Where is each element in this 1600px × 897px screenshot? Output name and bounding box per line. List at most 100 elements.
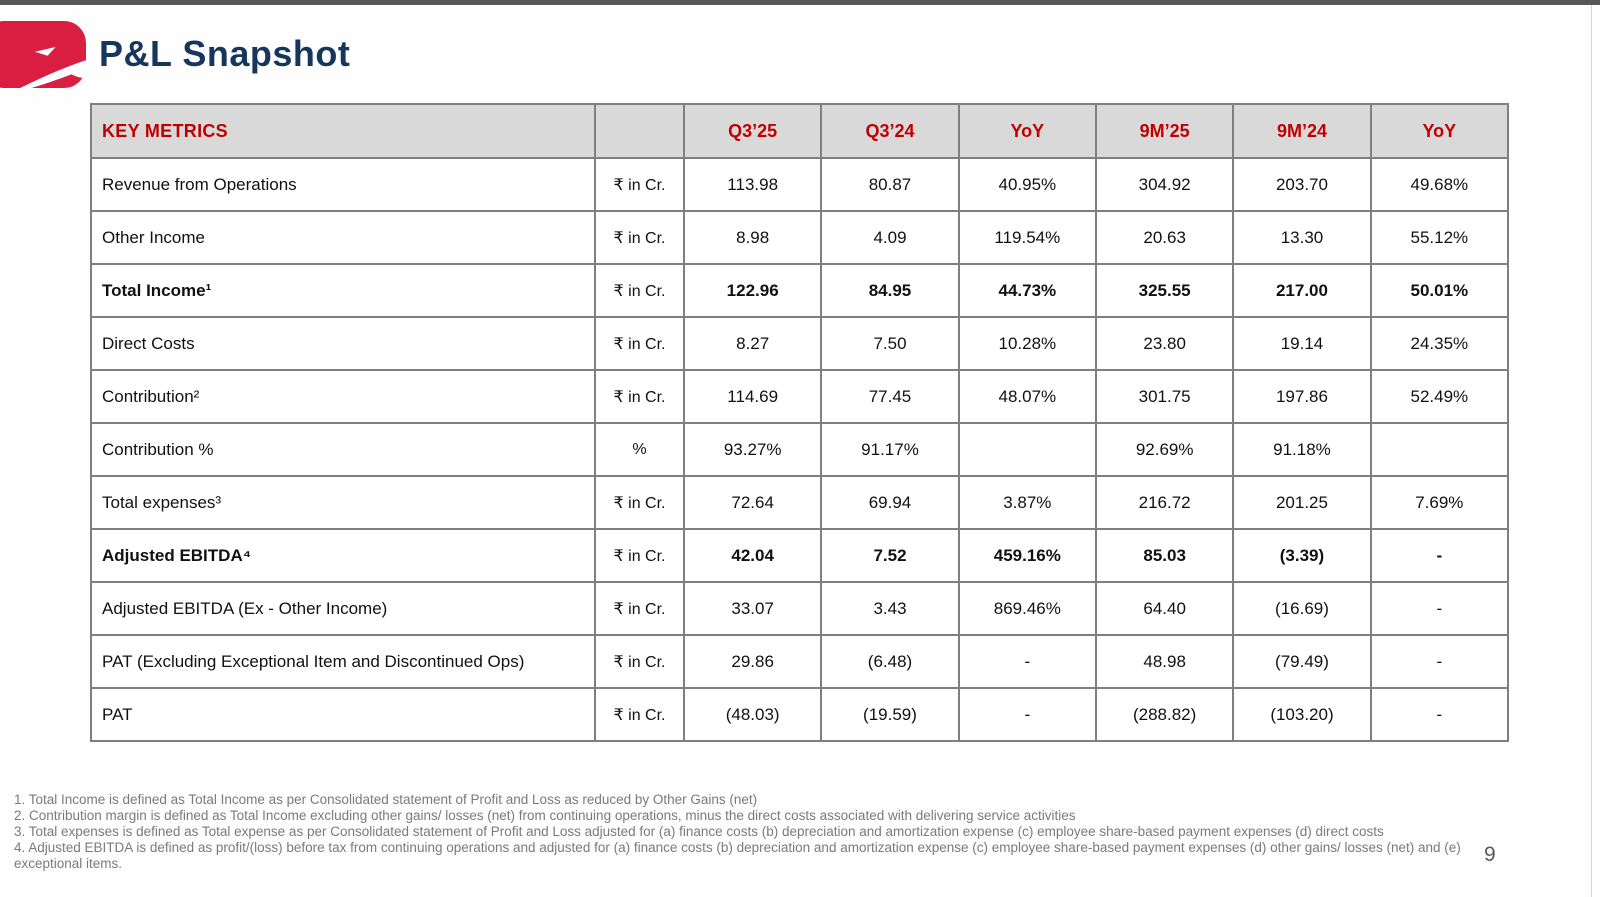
value-cell: 29.86 [682, 634, 823, 689]
value-cell: - [1369, 634, 1510, 689]
metric-label: Total Income¹ [90, 263, 596, 318]
pnl-table-body: Revenue from Operations ₹ in Cr. 113.98 80.… [90, 157, 1510, 742]
value-cell: (79.49) [1232, 634, 1372, 689]
table-row: PAT ₹ in Cr. (48.03) (19.59) - (288.82) (103.2… [90, 687, 1510, 742]
table-row: Contribution² ₹ in Cr. 114.69 77.45 48.07% 30… [90, 369, 1510, 424]
value-cell: 8.98 [682, 210, 823, 265]
value-cell: 91.18% [1232, 422, 1372, 477]
value-cell: 113.98 [682, 157, 823, 212]
value-cell: 7.69% [1369, 475, 1510, 530]
unit-cell: ₹ in Cr. [594, 316, 685, 371]
value-cell: 197.86 [1232, 369, 1372, 424]
metric-label: PAT [90, 687, 596, 742]
value-cell: (48.03) [682, 687, 823, 742]
value-cell: 217.00 [1232, 263, 1372, 318]
metric-label: Total expenses³ [90, 475, 596, 530]
column-header: Q3’24 [820, 103, 960, 159]
table-row: Other Income ₹ in Cr. 8.98 4.09 119.54% 20.63… [90, 210, 1510, 265]
value-cell: 48.98 [1094, 634, 1235, 689]
metric-label: PAT (Excluding Exceptional Item and Disc… [90, 634, 596, 689]
page-number: 9 [1484, 843, 1496, 866]
table-row: Revenue from Operations ₹ in Cr. 113.98 80.… [90, 157, 1510, 212]
value-cell [1369, 422, 1510, 477]
pnl-table-header: KEY METRICS Q3’25 Q3’24 YoY 9M’25 9M’24 YoY [90, 103, 1510, 159]
value-cell: 122.96 [682, 263, 823, 318]
value-cell: 64.40 [1094, 581, 1235, 636]
value-cell: (103.20) [1232, 687, 1372, 742]
metric-label: Other Income [90, 210, 596, 265]
value-cell: 304.92 [1094, 157, 1235, 212]
value-cell: 84.95 [820, 263, 960, 318]
value-cell: - [1369, 581, 1510, 636]
column-header-key-metrics: KEY METRICS [90, 103, 596, 159]
footnote-line: 3. Total expenses is defined as Total ex… [14, 824, 1384, 839]
right-edge-divider [1591, 5, 1592, 897]
value-cell: 48.07% [957, 369, 1097, 424]
unit-cell: ₹ in Cr. [594, 687, 685, 742]
unit-cell: ₹ in Cr. [594, 369, 685, 424]
value-cell: 93.27% [682, 422, 823, 477]
top-border-strip [0, 0, 1600, 5]
table-row: Total expenses³ ₹ in Cr. 72.64 69.94 3.87% 21… [90, 475, 1510, 530]
table-row: Adjusted EBITDA (Ex - Other Income) ₹ in … [90, 581, 1510, 636]
value-cell: 24.35% [1369, 316, 1510, 371]
metric-label: Contribution² [90, 369, 596, 424]
value-cell: (3.39) [1232, 528, 1372, 583]
value-cell: 459.16% [957, 528, 1097, 583]
unit-cell: ₹ in Cr. [594, 157, 685, 212]
value-cell: 77.45 [820, 369, 960, 424]
brand-logo [0, 21, 123, 94]
value-cell: 20.63 [1094, 210, 1235, 265]
value-cell [957, 422, 1097, 477]
metric-label: Contribution % [90, 422, 596, 477]
value-cell: 49.68% [1369, 157, 1510, 212]
value-cell: 55.12% [1369, 210, 1510, 265]
value-cell: 44.73% [957, 263, 1097, 318]
metric-label: Direct Costs [90, 316, 596, 371]
page-title: P&L Snapshot [99, 33, 351, 74]
column-header: YoY [957, 103, 1097, 159]
table-row: Direct Costs ₹ in Cr. 8.27 7.50 10.28% 23.80 1… [90, 316, 1510, 371]
footnote-line: 4. Adjusted EBITDA is defined as profit/… [14, 840, 1461, 871]
unit-cell: ₹ in Cr. [594, 634, 685, 689]
value-cell: 50.01% [1369, 263, 1510, 318]
value-cell: 216.72 [1094, 475, 1235, 530]
unit-cell: % [594, 422, 685, 477]
value-cell: 33.07 [682, 581, 823, 636]
value-cell: 7.52 [820, 528, 960, 583]
value-cell: 72.64 [682, 475, 823, 530]
value-cell: 13.30 [1232, 210, 1372, 265]
value-cell: 19.14 [1232, 316, 1372, 371]
value-cell: 114.69 [682, 369, 823, 424]
value-cell: - [1369, 528, 1510, 583]
metric-label: Adjusted EBITDA (Ex - Other Income) [90, 581, 596, 636]
value-cell: (6.48) [820, 634, 960, 689]
value-cell: 201.25 [1232, 475, 1372, 530]
value-cell: 4.09 [820, 210, 960, 265]
value-cell: - [957, 687, 1097, 742]
value-cell: (288.82) [1094, 687, 1235, 742]
value-cell: 42.04 [682, 528, 823, 583]
value-cell: 80.87 [820, 157, 960, 212]
table-row: PAT (Excluding Exceptional Item and Disc… [90, 634, 1510, 689]
footnote-line: 1. Total Income is defined as Total Inco… [14, 792, 758, 807]
column-header: 9M’25 [1094, 103, 1235, 159]
value-cell: 52.49% [1369, 369, 1510, 424]
value-cell: 8.27 [682, 316, 823, 371]
value-cell: 119.54% [957, 210, 1097, 265]
value-cell: 10.28% [957, 316, 1097, 371]
pnl-table: KEY METRICS Q3’25 Q3’24 YoY 9M’25 9M’24 YoY Re… [90, 103, 1510, 742]
value-cell: 40.95% [957, 157, 1097, 212]
table-row: Adjusted EBITDA⁴ ₹ in Cr. 42.04 7.52 459.16%… [90, 528, 1510, 583]
value-cell: 869.46% [957, 581, 1097, 636]
value-cell: 92.69% [1094, 422, 1235, 477]
value-cell: 3.43 [820, 581, 960, 636]
unit-cell: ₹ in Cr. [594, 210, 685, 265]
column-header [594, 103, 685, 159]
value-cell: (19.59) [820, 687, 960, 742]
value-cell: 91.17% [820, 422, 960, 477]
unit-cell: ₹ in Cr. [594, 528, 685, 583]
value-cell: 23.80 [1094, 316, 1235, 371]
footnotes: 1. Total Income is defined as Total Inco… [14, 792, 1522, 872]
metric-label: Revenue from Operations [90, 157, 596, 212]
